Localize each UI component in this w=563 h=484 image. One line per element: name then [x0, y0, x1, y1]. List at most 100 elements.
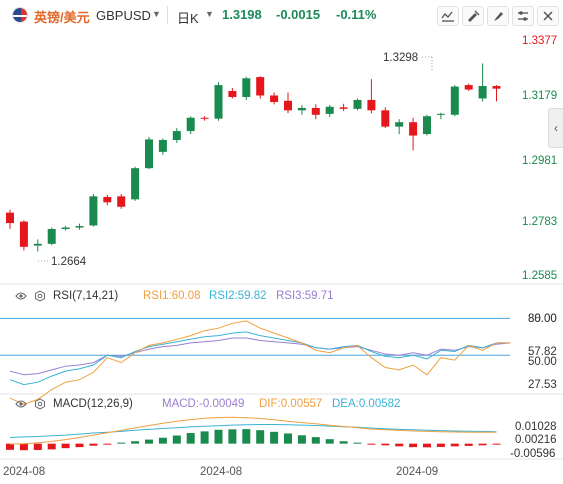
- candlestick-series: [6, 63, 501, 252]
- candle-down[interactable]: [117, 196, 126, 207]
- flag-icon: [12, 7, 28, 23]
- chevron-down-icon[interactable]: ▼: [152, 9, 161, 19]
- candle-up[interactable]: [450, 86, 459, 115]
- price-axis-label: 1.3377: [522, 35, 557, 47]
- macd-bar-negative: [450, 443, 459, 447]
- candle-down[interactable]: [409, 122, 418, 136]
- candle-up[interactable]: [214, 85, 223, 119]
- brush-icon: [494, 12, 503, 21]
- settings-icon: [518, 11, 528, 21]
- chart-header: 英镑/美元 GBPUSD ▼ 日K ▼ 1.3198 -0.0015 -0.11…: [0, 0, 563, 30]
- candle-down[interactable]: [6, 212, 14, 224]
- symbol-selector[interactable]: GBPUSD: [96, 8, 151, 23]
- candle-up[interactable]: [423, 116, 431, 135]
- candle-up[interactable]: [61, 227, 70, 230]
- candle-down[interactable]: [270, 95, 279, 103]
- macd-axis-label: 0.01028: [515, 421, 557, 433]
- candle-up[interactable]: [47, 229, 56, 244]
- price-axis-label: 1.2783: [522, 216, 557, 228]
- macd-bar-positive: [158, 437, 167, 444]
- candle-down[interactable]: [19, 221, 28, 247]
- macd-value: MACD:-0.00049: [162, 398, 245, 410]
- macd-bar-positive: [311, 437, 320, 444]
- candle-up[interactable]: [75, 226, 84, 228]
- macd-bar-positive: [325, 439, 334, 444]
- indicator-line-button[interactable]: [437, 6, 459, 26]
- macd-title: MACD(12,26,9): [53, 398, 133, 410]
- price-axis-label: 1.2585: [522, 270, 557, 282]
- candle-up[interactable]: [395, 122, 404, 127]
- macd-bar-negative: [409, 443, 418, 448]
- dif-line: [9, 416, 497, 445]
- candle-down[interactable]: [381, 110, 390, 127]
- min-price-label: 1.2664: [51, 256, 87, 268]
- visibility-icon[interactable]: [15, 398, 27, 410]
- close-icon: [543, 11, 553, 21]
- candle-up[interactable]: [325, 106, 334, 114]
- candle-up[interactable]: [478, 85, 487, 99]
- candle-up[interactable]: [353, 99, 362, 109]
- macd-bar-negative: [478, 443, 487, 446]
- macd-bar-positive: [256, 430, 265, 444]
- macd-bar-negative: [381, 443, 390, 446]
- candle-down[interactable]: [256, 77, 265, 96]
- candle-up[interactable]: [436, 113, 445, 115]
- rsi-title: RSI(7,14,21): [53, 290, 119, 302]
- price-axis-label: 1.2981: [522, 155, 557, 167]
- candle-down[interactable]: [228, 91, 237, 97]
- candle-up[interactable]: [186, 117, 195, 132]
- macd-bar-positive: [339, 441, 348, 444]
- macd-bar-positive: [297, 435, 306, 444]
- candle-down[interactable]: [339, 107, 348, 109]
- candle-down[interactable]: [103, 196, 112, 203]
- rsi-axis-label: 88.00: [528, 313, 557, 325]
- candle-down[interactable]: [464, 85, 473, 90]
- candle-up[interactable]: [89, 196, 98, 226]
- max-price-label: 1.3298: [383, 52, 418, 64]
- candle-up[interactable]: [172, 131, 181, 140]
- candle-up[interactable]: [131, 168, 140, 200]
- time-axis-label: 2024-09: [396, 466, 438, 478]
- time-axis-label: 2024-08: [3, 466, 45, 478]
- candle-down[interactable]: [311, 107, 320, 115]
- dea-line: [9, 424, 497, 438]
- interval-selector[interactable]: 日K: [177, 11, 199, 26]
- settings-button[interactable]: [512, 6, 534, 26]
- macd-histogram: [6, 429, 501, 451]
- candle-down[interactable]: [200, 117, 209, 119]
- candle-up[interactable]: [158, 139, 167, 152]
- brush-button[interactable]: [487, 6, 509, 26]
- draw-button[interactable]: [462, 6, 484, 26]
- dea-value: DEA:0.00582: [332, 398, 401, 410]
- macd-bar-negative: [423, 443, 431, 448]
- settings-icon[interactable]: [34, 290, 46, 302]
- rsi3-value: RSI3:59.71: [276, 290, 334, 302]
- macd-bar-positive: [284, 433, 292, 444]
- candle-up[interactable]: [145, 139, 153, 169]
- time-axis-label: 2024-08: [200, 466, 242, 478]
- rsi2-line: [9, 331, 511, 386]
- macd-bar-positive: [242, 429, 251, 444]
- candle-down[interactable]: [492, 85, 501, 89]
- macd-bar-negative: [6, 443, 14, 450]
- rsi1-value: RSI1:60.08: [143, 290, 201, 302]
- rsi-axis-label: 80.00: [528, 313, 557, 325]
- expand-panel-handle[interactable]: ‹: [548, 108, 563, 148]
- close-button[interactable]: [537, 6, 559, 26]
- macd-bar-positive: [228, 429, 237, 444]
- visibility-icon[interactable]: [15, 290, 27, 302]
- dif-value: DIF:0.00557: [259, 398, 323, 410]
- candle-down[interactable]: [367, 99, 376, 111]
- chevron-down-icon[interactable]: ▼: [205, 9, 214, 19]
- rsi3-line: [9, 337, 511, 376]
- candle-up[interactable]: [33, 243, 42, 246]
- candle-down[interactable]: [284, 100, 292, 111]
- candle-up[interactable]: [242, 78, 251, 97]
- settings-icon[interactable]: [34, 398, 46, 410]
- draw-icon: [468, 10, 480, 22]
- rsi-axis-label: 50.00: [528, 356, 557, 368]
- candle-up[interactable]: [297, 107, 306, 111]
- macd-bar-negative: [436, 443, 445, 447]
- macd-bar-negative: [75, 443, 84, 448]
